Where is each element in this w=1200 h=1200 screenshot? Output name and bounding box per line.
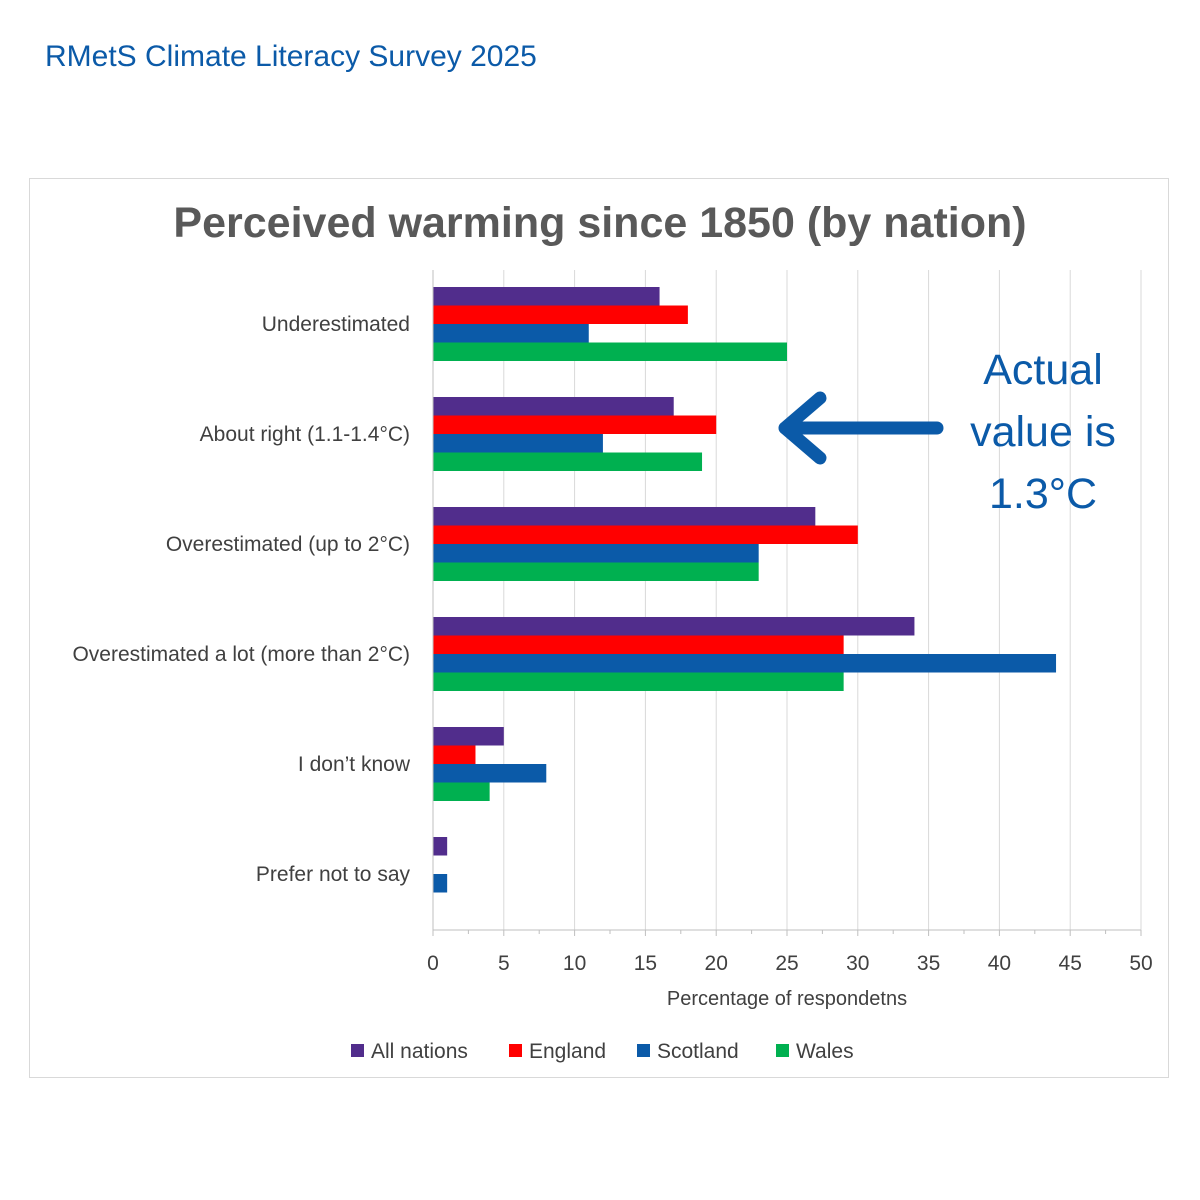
bar-wales [433,782,490,801]
category-label: Underestimated [262,313,410,336]
bar-scotland [433,544,759,563]
x-tick-label: 30 [846,952,869,975]
bar-wales [433,452,703,471]
category-label: Overestimated (up to 2°C) [166,533,410,556]
bar-england [433,525,858,544]
chart-title: Perceived warming since 1850 (by nation) [173,199,1026,247]
bar-wales [433,672,844,691]
category-label: I don’t know [298,753,411,776]
legend-label: All nations [371,1040,468,1063]
x-tick-label: 25 [775,952,798,975]
bar-england [433,305,688,324]
bar-england [433,415,717,434]
bars [433,287,1057,893]
bar-scotland [433,654,1057,673]
x-tick-label: 35 [917,952,940,975]
legend-swatch [776,1044,789,1057]
page-title: RMetS Climate Literacy Survey 2025 [45,40,537,73]
bar-england [433,745,476,764]
bar-england [433,635,844,654]
category-label: About right (1.1-1.4°C) [200,423,410,446]
category-label: Overestimated a lot (more than 2°C) [72,643,410,666]
bar-all-nations [433,837,448,856]
annotation-line-1: Actual [983,346,1103,394]
x-tick-label: 20 [705,952,728,975]
bar-all-nations [433,507,816,526]
gridlines [503,270,1142,930]
annotation: Actual value is 1.3°C [778,346,1116,518]
x-tick-label: 10 [563,952,586,975]
chart-frame [29,178,1169,1078]
x-tick-label: 40 [988,952,1011,975]
legend-label: Scotland [657,1040,739,1063]
bar-all-nations [433,287,660,306]
legend-swatch [637,1044,650,1057]
legend: All nations England Scotland Wales [351,1040,854,1063]
category-label: Prefer not to say [256,863,411,886]
x-axis-title: Percentage of respondetns [667,988,907,1010]
bar-wales [433,342,787,361]
bar-scotland [433,874,448,893]
x-tick-label: 15 [634,952,657,975]
bar-scotland [433,764,547,783]
bar-all-nations [433,727,504,746]
bar-scotland [433,434,603,453]
legend-swatch [509,1044,522,1057]
annotation-line-2: value is [970,408,1116,456]
annotation-line-3: 1.3°C [989,470,1097,518]
bar-scotland [433,324,589,343]
x-tick-label: 0 [427,952,439,975]
bar-all-nations [433,397,674,416]
arrow-left-icon [778,391,944,465]
x-tick-label: 5 [498,952,510,975]
bar-all-nations [433,617,915,636]
axes: 0 5 10 15 20 25 30 35 40 45 50 Underestimated About … [72,270,1153,975]
bar-wales [433,562,759,581]
legend-label: Wales [796,1040,854,1063]
x-tick-label: 45 [1059,952,1082,975]
legend-swatch [351,1044,364,1057]
x-tick-label: 50 [1129,952,1152,975]
legend-label: England [529,1040,606,1063]
